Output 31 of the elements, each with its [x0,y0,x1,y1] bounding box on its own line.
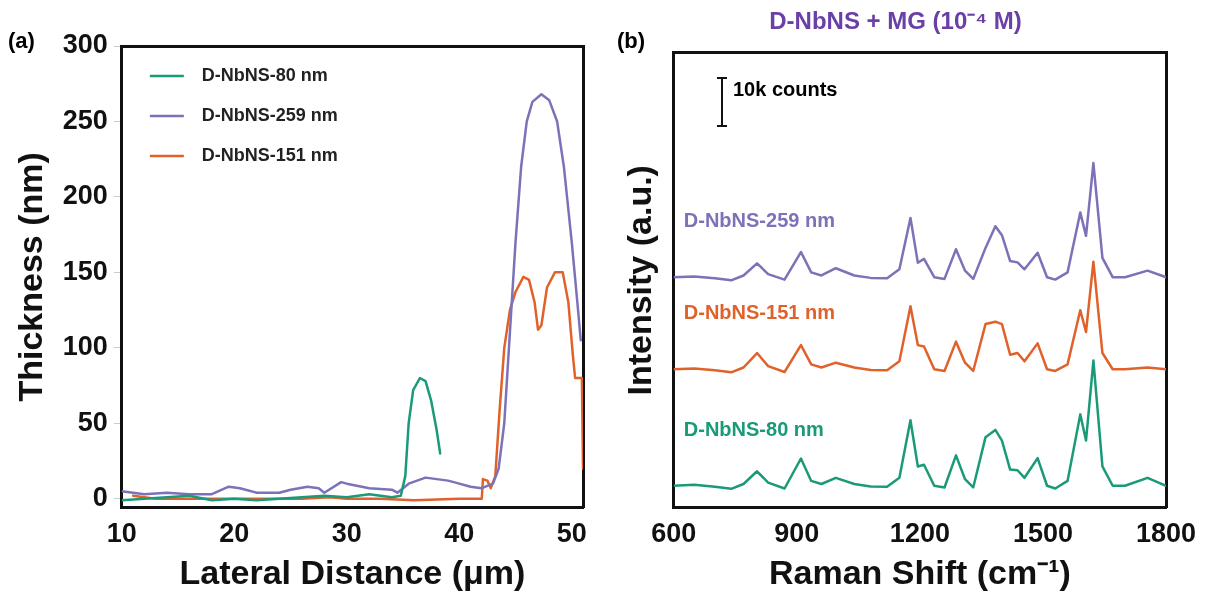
series-label: D-NbNS-259 nm [683,209,835,232]
x-tick-label: 30 [331,518,362,549]
x-tick-label: 1200 [889,518,950,549]
y-axis-title: Thickness (nm) [10,152,49,402]
y-tick-label: 250 [62,104,108,135]
y-tick-label: 300 [62,29,108,60]
x-tick-label: 40 [444,518,475,549]
series-label: D-NbNS-151 nm [683,301,835,324]
x-tick-label: 1800 [1135,518,1197,549]
x-tick-label: 1500 [1012,518,1073,549]
series-label: D-NbNS-80 nm [683,417,824,440]
text: (b) [617,28,646,54]
y-axis-title: Intensity (a.u.) [619,165,658,396]
x-tick-label: 10 [106,518,137,549]
x-axis-title: Raman Shift (cm⁻¹) [768,552,1071,591]
x-tick-label: 600 [651,518,697,549]
y-tick-label: 50 [77,406,108,437]
x-axis-title: Lateral Distance (μm) [179,552,526,591]
legend-label: D-NbNS-151 nm [201,144,338,165]
y-tick-label: 200 [62,180,108,211]
legend-label: D-NbNS-259 nm [201,104,338,125]
text: (a) [8,28,35,54]
x-tick-label: 20 [219,518,250,549]
text: 10k counts [733,78,838,101]
chart-title: D-NbNS + MG (10⁻⁴ M) [769,7,1022,35]
y-tick-label: 150 [62,255,108,286]
legend-label: D-NbNS-80 nm [201,64,328,85]
x-tick-label: 50 [556,518,587,549]
y-tick-label: 100 [62,331,108,362]
x-tick-label: 900 [774,518,820,549]
y-tick-label: 0 [92,482,108,513]
